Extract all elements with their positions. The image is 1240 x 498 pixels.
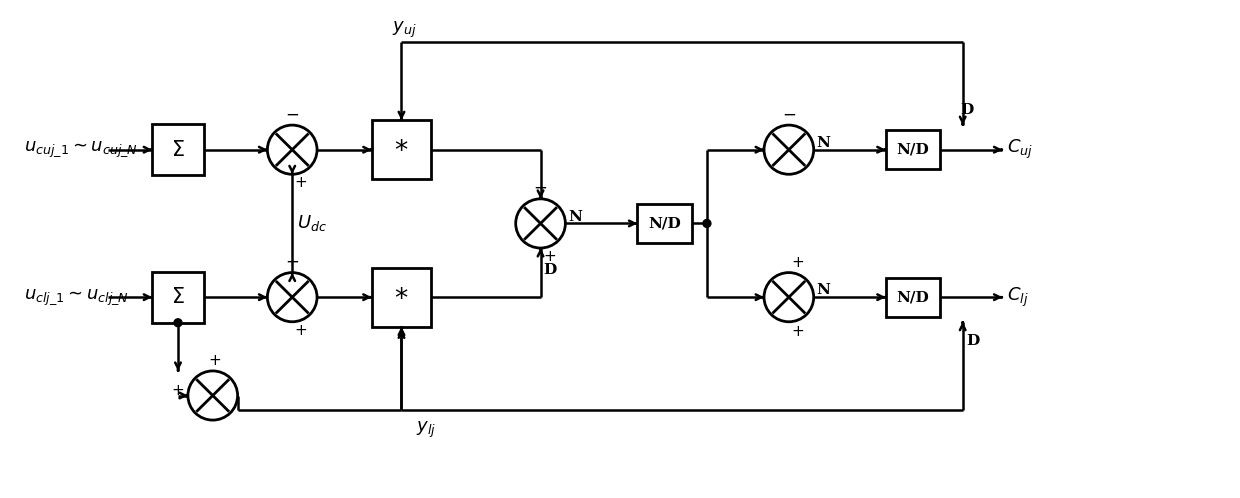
Text: $\Sigma$: $\Sigma$: [171, 140, 185, 160]
Text: $+$: $+$: [543, 250, 556, 264]
Text: $+$: $+$: [294, 176, 308, 190]
Circle shape: [764, 125, 813, 174]
Circle shape: [516, 199, 565, 248]
Text: $*$: $*$: [394, 137, 409, 162]
Text: $*$: $*$: [394, 285, 409, 310]
Bar: [153, 271, 203, 323]
Text: N: N: [817, 283, 831, 297]
Text: $-$: $-$: [781, 105, 796, 122]
Text: $+$: $+$: [208, 354, 221, 368]
Text: $+$: $+$: [791, 325, 804, 339]
Circle shape: [174, 319, 182, 327]
Text: D: D: [960, 104, 973, 118]
Text: $-$: $-$: [285, 105, 299, 122]
Text: $+$: $+$: [791, 255, 804, 269]
Text: $y_{lj}$: $y_{lj}$: [417, 420, 436, 440]
Circle shape: [188, 371, 238, 420]
Circle shape: [764, 272, 813, 322]
Circle shape: [268, 272, 317, 322]
Text: N: N: [817, 136, 831, 150]
Text: $-$: $-$: [533, 179, 548, 196]
Text: D: D: [543, 263, 557, 277]
Bar: [885, 130, 940, 169]
Text: N/D: N/D: [897, 143, 930, 157]
Text: $y_{uj}$: $y_{uj}$: [392, 19, 417, 40]
Text: $\Sigma$: $\Sigma$: [171, 287, 185, 307]
Circle shape: [703, 220, 711, 228]
Text: N/D: N/D: [897, 290, 930, 304]
Text: $u_{clj\_1}$$\sim$$u_{clj\_N}$: $u_{clj\_1}$$\sim$$u_{clj\_N}$: [24, 287, 129, 307]
Text: $C_{uj}$: $C_{uj}$: [1007, 138, 1033, 161]
Circle shape: [268, 125, 317, 174]
Text: $+$: $+$: [171, 383, 184, 397]
Bar: [372, 120, 432, 179]
Bar: [372, 268, 432, 327]
Text: $-$: $-$: [285, 252, 299, 269]
Text: $U_{dc}$: $U_{dc}$: [298, 214, 327, 234]
Text: N/D: N/D: [649, 217, 681, 231]
Bar: [637, 204, 692, 243]
Bar: [153, 124, 203, 175]
Text: $C_{lj}$: $C_{lj}$: [1007, 285, 1029, 309]
Text: $u_{cuj\_1}$$\sim$$u_{cuj\_N}$: $u_{cuj\_1}$$\sim$$u_{cuj\_N}$: [24, 140, 138, 159]
Text: D: D: [967, 334, 980, 348]
Text: N: N: [568, 210, 583, 224]
Text: $+$: $+$: [294, 324, 308, 338]
Bar: [885, 277, 940, 317]
